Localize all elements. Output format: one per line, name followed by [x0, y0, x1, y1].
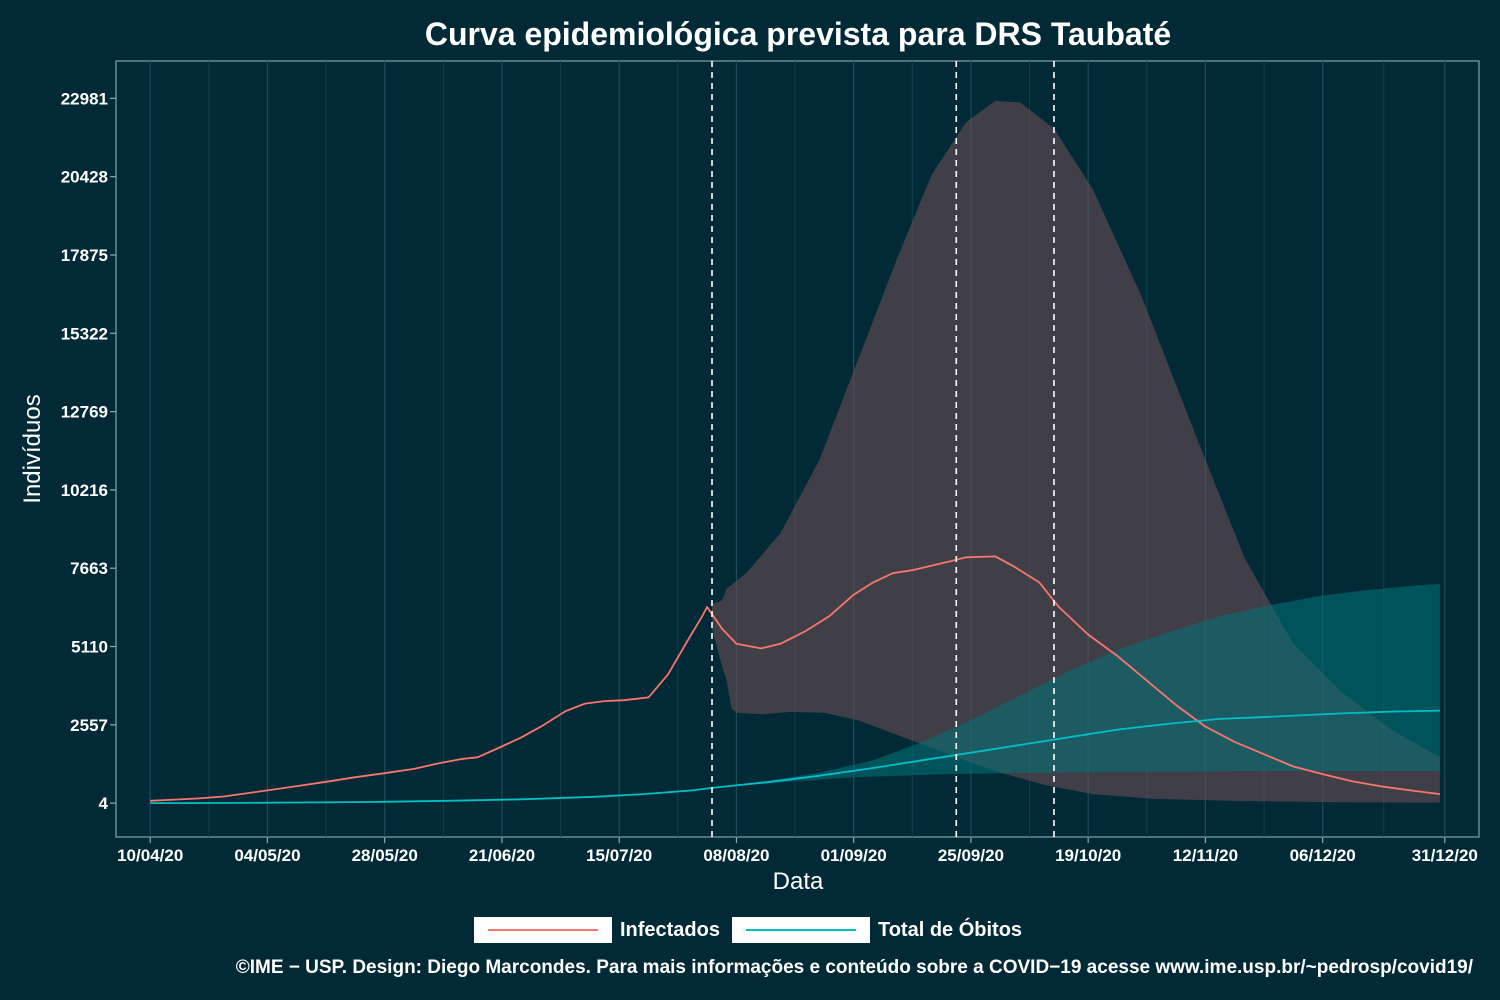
y-tick-label: 10216 — [61, 481, 108, 500]
infectados-line — [150, 555, 1441, 802]
obitos-confidence-band — [712, 584, 1440, 788]
legend: Infectados Total de Óbitos — [0, 917, 1500, 943]
reference-lines — [711, 61, 1055, 837]
y-tick-label: 7663 — [70, 559, 108, 578]
y-tick-label: 2557 — [70, 716, 108, 735]
legend-label-obitos: Total de Óbitos — [877, 918, 1023, 941]
x-tick-label: 12/11/20 — [1173, 846, 1238, 865]
legend-item-obitos: Total de Óbitos — [731, 917, 1026, 943]
y-axis-title: Indivíduos — [19, 394, 46, 503]
y-tick-label: 17875 — [61, 246, 108, 265]
x-tick-label: 10/04/20 — [117, 846, 183, 865]
x-tick-label: 04/05/20 — [234, 846, 300, 865]
y-tick-label: 12769 — [61, 403, 108, 422]
legend-label-infectados: Infectados — [619, 918, 720, 941]
x-tick-label: 08/08/20 — [703, 846, 769, 865]
y-tick-label: 5110 — [71, 638, 108, 657]
x-tick-label: 31/12/20 — [1412, 846, 1478, 865]
obitos-line — [150, 709, 1440, 804]
x-tick-label: 01/09/20 — [821, 846, 887, 865]
y-tick-label: 22981 — [61, 89, 108, 108]
chart-title: Curva epidemiológica prevista para DRS T… — [425, 16, 1171, 52]
x-tick-label: 06/12/20 — [1290, 846, 1356, 865]
chart-caption: ©IME − USP. Design: Diego Marcondes. Par… — [235, 957, 1473, 978]
x-tick-label: 19/10/20 — [1055, 846, 1121, 865]
x-tick-label: 25/09/20 — [938, 846, 1004, 865]
x-tick-label: 28/05/20 — [352, 846, 418, 865]
axis-ticks: 10/04/20 04/05/20 28/05/20 21/06/20 15/07/20… — [61, 89, 1478, 865]
x-axis-title: Data — [773, 868, 824, 895]
x-tick-label: 21/06/20 — [469, 846, 535, 865]
y-tick-label: 15322 — [61, 324, 108, 343]
legend-key-infectados — [473, 917, 612, 943]
series-lines — [150, 555, 1441, 804]
y-tick-label: 4 — [99, 794, 109, 813]
legend-key-obitos — [731, 917, 870, 943]
legend-item-infectados: Infectados — [473, 917, 724, 943]
confidence-bands — [712, 100, 1440, 803]
x-tick-label: 15/07/20 — [586, 846, 652, 865]
y-tick-label: 20428 — [61, 168, 108, 187]
